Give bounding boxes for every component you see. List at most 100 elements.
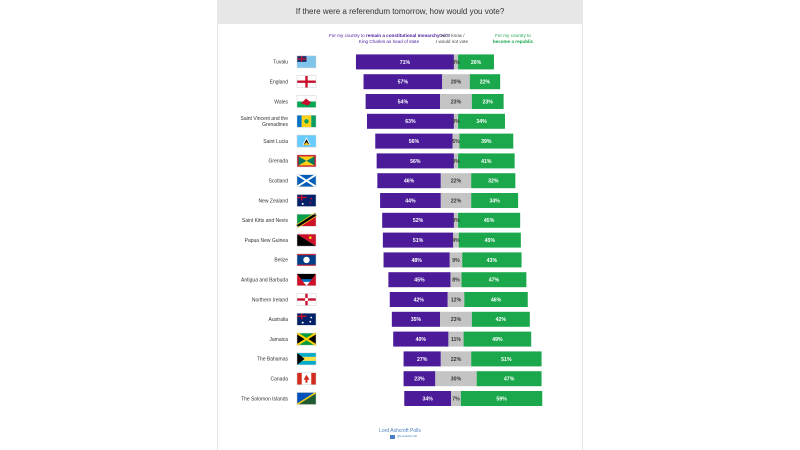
label-remain: 27% bbox=[417, 357, 428, 363]
northern-ireland-flag-icon bbox=[296, 293, 317, 306]
chart-row: Scotland 46% 22% 32% bbox=[269, 173, 516, 189]
flag-triangle bbox=[303, 142, 310, 146]
bar-remain bbox=[403, 371, 436, 387]
chart-row: Belize 48% 9% 43% bbox=[274, 252, 522, 268]
label-dont-know: 30% bbox=[451, 377, 462, 383]
label-republic: 22% bbox=[480, 80, 491, 86]
bar-dont-know bbox=[440, 173, 472, 189]
label-republic: 41% bbox=[481, 159, 492, 165]
chart-row: Papua New Guinea 51% 4% 45% bbox=[245, 232, 521, 248]
chart-row: Grenada 56% 3% 41% bbox=[269, 153, 515, 169]
tuvalu-flag-icon bbox=[296, 55, 317, 69]
label-republic: 51% bbox=[501, 357, 512, 363]
label-dont-know: 3% bbox=[452, 218, 460, 224]
label-dont-know: 3% bbox=[452, 159, 460, 165]
country-label: Canada bbox=[270, 377, 288, 383]
legend-republic-bold: become a republic bbox=[492, 39, 534, 44]
flag-border bbox=[296, 273, 317, 286]
chart-row: Antigua and Barbuda 45% 8% 47% bbox=[241, 272, 527, 288]
flag-saltire bbox=[296, 332, 317, 346]
bar-dont-know bbox=[440, 94, 472, 109]
bar-dont-know bbox=[442, 74, 470, 90]
label-remain: 63% bbox=[405, 119, 416, 125]
bar-republic bbox=[471, 193, 519, 208]
flag-stripe bbox=[297, 264, 316, 266]
solomon-islands-flag-icon bbox=[296, 391, 317, 406]
label-dont-know: 20% bbox=[451, 80, 462, 86]
flag-border bbox=[296, 95, 317, 108]
label-remain: 46% bbox=[404, 179, 415, 185]
flag-star bbox=[301, 321, 304, 324]
saint-vincent-flag-icon bbox=[296, 115, 317, 128]
label-remain: 52% bbox=[413, 218, 424, 224]
bar-remain bbox=[391, 311, 441, 327]
bar-republic bbox=[469, 74, 501, 90]
label-republic: 45% bbox=[485, 238, 496, 244]
label-republic: 23% bbox=[483, 99, 494, 105]
flag-cross bbox=[301, 55, 303, 62]
label-dont-know: 3% bbox=[452, 119, 460, 125]
bar-dont-know bbox=[450, 272, 462, 288]
bar-dont-know bbox=[451, 391, 461, 406]
flag-tri bbox=[297, 234, 316, 247]
bar-republic bbox=[458, 113, 505, 129]
bar-republic bbox=[458, 153, 515, 169]
legend-remain-bold: remain a constitutional monarchy bbox=[366, 33, 440, 38]
bar-remain bbox=[389, 292, 448, 307]
label-dont-know: 9% bbox=[452, 258, 460, 264]
bar-republic bbox=[458, 54, 494, 70]
bar-remain bbox=[376, 153, 454, 169]
flag-tri bbox=[306, 156, 315, 166]
flag-band bbox=[296, 391, 317, 406]
flag-tri bbox=[297, 352, 305, 365]
chart-title: If there were a referendum tomorrow, how… bbox=[295, 7, 505, 16]
source-logo-icon bbox=[390, 435, 395, 439]
bar-dont-know bbox=[447, 292, 465, 307]
label-dont-know: 23% bbox=[451, 99, 462, 105]
flag-border bbox=[296, 194, 317, 207]
country-label: Jamaica bbox=[269, 337, 288, 343]
bar-republic bbox=[463, 331, 532, 347]
chart-row: Northern Ireland 42% 12% 46% bbox=[252, 292, 528, 307]
bar-remain bbox=[382, 232, 454, 248]
country-label: Papua New Guinea bbox=[245, 238, 289, 244]
flag-band bbox=[297, 372, 302, 385]
bar-remain bbox=[380, 193, 441, 208]
bar-republic bbox=[458, 212, 521, 228]
label-remain: 44% bbox=[405, 198, 416, 204]
bar-republic bbox=[471, 311, 530, 327]
bar-republic bbox=[461, 272, 527, 288]
label-republic: 45% bbox=[484, 218, 495, 224]
label-dont-know: 5% bbox=[452, 139, 460, 145]
canada-flag-icon bbox=[296, 372, 317, 385]
label-republic: 43% bbox=[487, 258, 498, 264]
flag-star bbox=[309, 202, 312, 204]
saint-kitts-flag-icon bbox=[295, 212, 318, 228]
label-remain: 23% bbox=[414, 377, 425, 383]
flag-emblem bbox=[303, 256, 310, 264]
label-republic: 47% bbox=[504, 377, 515, 383]
chart-row: Wales 54% 23% 23% bbox=[274, 94, 504, 109]
flag-border bbox=[296, 313, 317, 326]
label-remain: 51% bbox=[413, 238, 424, 244]
flag-border bbox=[296, 392, 317, 405]
label-dont-know: 11% bbox=[451, 337, 461, 343]
label-dont-know: 4% bbox=[452, 238, 460, 244]
flag-border bbox=[296, 115, 317, 128]
flag-tri bbox=[306, 333, 316, 346]
bar-dont-know bbox=[453, 113, 459, 129]
label-dont-know: 22% bbox=[451, 198, 462, 204]
country-label: Antigua and Barbuda bbox=[241, 278, 288, 284]
chart-row: Saint Kitts and Nevis 52% 3% 45% bbox=[242, 212, 521, 228]
flag-star bbox=[304, 297, 309, 302]
title-bar bbox=[217, 0, 583, 24]
source-label[interactable]: Lord Ashcroft Polls bbox=[379, 428, 421, 434]
flag-band bbox=[297, 115, 302, 128]
label-dont-know: 22% bbox=[451, 179, 462, 185]
flag-band bbox=[296, 213, 317, 228]
bar-republic bbox=[471, 351, 542, 367]
flag-cross bbox=[301, 313, 303, 320]
flag-border bbox=[296, 55, 317, 69]
country-label: The Bahamas bbox=[257, 357, 289, 363]
